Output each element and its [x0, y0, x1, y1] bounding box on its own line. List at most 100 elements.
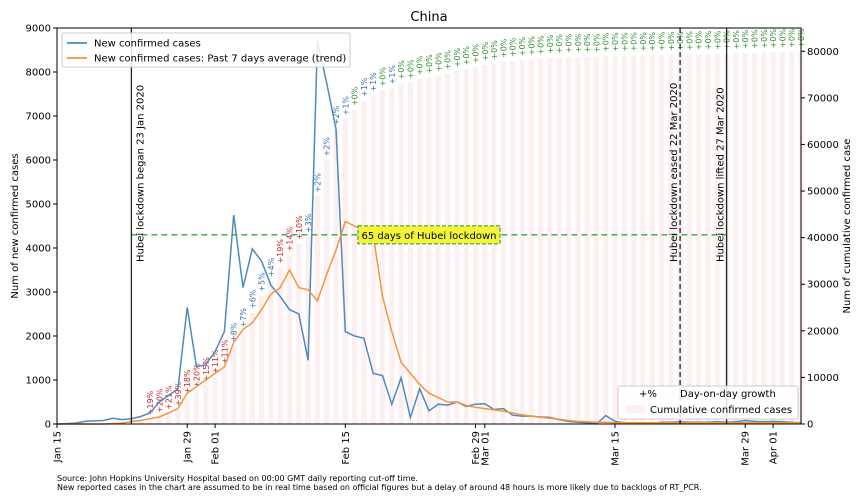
- growth-label: +0%: [472, 43, 481, 63]
- cumulative-bar: [789, 51, 795, 424]
- x-tick-label: Mar 29: [741, 431, 752, 466]
- cumulative-bar: [556, 57, 562, 425]
- cumulative-bar: [333, 129, 339, 424]
- y-tick-label: 8000: [26, 68, 51, 79]
- plot-frame: [56, 27, 802, 425]
- y-tick-label: 3000: [26, 288, 51, 299]
- cumulative-bar: [751, 52, 758, 424]
- cumulative-bar: [231, 345, 237, 424]
- growth-label: +0%: [453, 47, 462, 67]
- legend-bottom-symbol: +%: [639, 389, 657, 400]
- growth-label: +0%: [481, 41, 490, 61]
- y-tick-label: 1000: [26, 376, 51, 387]
- cumulative-bar: [296, 243, 302, 424]
- source-notes: Source: John Hopkins University Hospital…: [57, 474, 702, 492]
- growth-label: +8%: [230, 322, 239, 342]
- growth-label: +20%: [155, 388, 164, 413]
- growth-label: +0%: [379, 67, 388, 87]
- cumulative-bar: [714, 53, 720, 424]
- cumulative-bar: [147, 419, 153, 424]
- y2-tick-label: 10000: [807, 373, 839, 384]
- y-axis-label: Num of new confirmed cases: [10, 153, 21, 298]
- cumulative-bar: [696, 54, 702, 425]
- annotations: Hubei lockdown began 23 Jan 2020 Hubei l…: [130, 28, 728, 424]
- growth-label: +0%: [713, 30, 722, 50]
- cumulative-bar: [658, 55, 665, 425]
- source-line: Source: John Hopkins University Hospital…: [57, 474, 418, 483]
- y2-tick-label: 70000: [807, 93, 839, 104]
- legend-bottom-box: [617, 385, 799, 420]
- growth-label: +0%: [537, 35, 546, 55]
- cumulative-bar: [547, 57, 553, 425]
- growth-label: +7%: [239, 308, 248, 328]
- trend-line: [57, 220, 801, 425]
- cumulative-bar: [175, 410, 181, 424]
- cumulative-bar: [742, 53, 748, 424]
- cumulative-bars: [63, 51, 804, 425]
- growth-label: +14%: [286, 227, 295, 252]
- legend-bottom: +% Day-on-day growth Cumulative confirmed …: [617, 385, 799, 420]
- cumulative-bar: [631, 55, 637, 425]
- growth-label: +2%: [332, 105, 341, 125]
- growth-label: +0%: [639, 32, 648, 52]
- lockdown-eased-label: Hubei lockdown eased 22 Mar 2020: [669, 83, 680, 262]
- cumulative-bar: [389, 88, 395, 424]
- y-tick-label: 2000: [26, 332, 51, 343]
- cumulative-bar: [463, 69, 469, 424]
- y2-tick-label: 0: [807, 420, 813, 431]
- cumulative-bar: [565, 57, 572, 424]
- growth-label: +0%: [620, 32, 629, 52]
- x-tick-label: Mar 15: [611, 431, 622, 466]
- cumulative-bar: [407, 82, 413, 424]
- cumulative-bar: [203, 385, 209, 424]
- growth-label: +0%: [630, 32, 639, 52]
- growth-label: +10%: [295, 215, 304, 240]
- lockdown-lifted-label: Hubei lockdown lifted 27 Mar 2020: [716, 87, 727, 262]
- x-tick-label: Jan 15: [53, 431, 64, 463]
- cumulative-bar: [761, 52, 767, 424]
- cumulative-bar: [584, 56, 590, 424]
- cumulative-bar: [138, 420, 144, 424]
- cumulative-bar: [435, 75, 441, 424]
- cumulative-bar: [426, 77, 432, 424]
- growth-label: +0%: [434, 52, 443, 72]
- cumulative-bar: [705, 54, 711, 424]
- growth-label: +0%: [760, 29, 769, 49]
- growth-label: +1%: [360, 77, 369, 97]
- cumulative-bar: [528, 59, 534, 424]
- growth-label: +0%: [602, 32, 611, 52]
- x-tick-label: Jan 29: [183, 431, 194, 463]
- growth-label: +0%: [462, 46, 471, 66]
- series-lines: [56, 41, 802, 425]
- cumulative-bar: [733, 53, 739, 425]
- growth-label: +1%: [341, 96, 350, 116]
- y-tick-label: 9000: [26, 24, 51, 35]
- growth-label: +0%: [685, 31, 694, 51]
- growth-label: +0%: [397, 60, 406, 80]
- growth-label: +0%: [583, 33, 592, 53]
- cumulative-bar: [538, 58, 544, 425]
- legend-top-box: [61, 32, 351, 68]
- growth-label: +2%: [323, 137, 332, 157]
- growth-label: +0%: [425, 54, 434, 74]
- cumulative-bar: [361, 100, 367, 424]
- growth-label: +0%: [490, 40, 499, 60]
- growth-label: +0%: [518, 36, 527, 56]
- growth-label: +0%: [732, 30, 741, 50]
- cumulative-bar: [640, 55, 646, 425]
- growth-label: +0%: [527, 36, 536, 56]
- cumulative-bar: [342, 119, 348, 424]
- cumulative-bar: [212, 377, 218, 424]
- cumulative-bar: [500, 61, 506, 424]
- growth-label: +0%: [658, 31, 667, 51]
- cumulative-bar: [603, 55, 609, 424]
- cumulative-bar: [184, 397, 190, 424]
- y-tick-label: 7000: [26, 112, 51, 123]
- y-tick-label: 6000: [26, 156, 51, 167]
- legend-bottom-label: Cumulative confirmed cases: [650, 405, 792, 416]
- growth-label: +0%: [704, 30, 713, 50]
- x-tick-label: Feb 01: [211, 431, 222, 465]
- cumulative-bar: [305, 236, 311, 424]
- legend-top: New confirmed cases New confirmed cases: …: [61, 32, 351, 68]
- cumulative-bar: [379, 90, 386, 424]
